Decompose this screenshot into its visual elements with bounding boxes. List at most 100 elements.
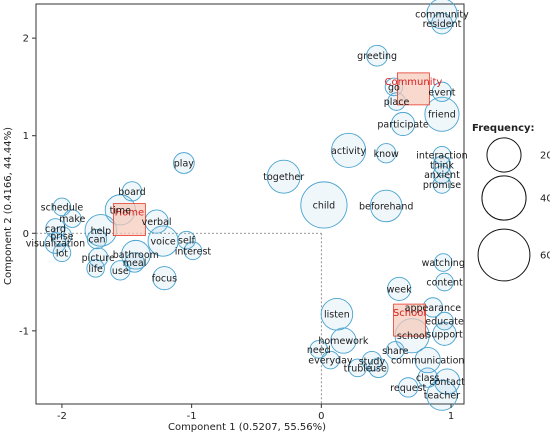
word-label: promise xyxy=(423,180,461,191)
x-tick-label: 1 xyxy=(448,411,454,422)
bubble-card xyxy=(45,218,66,239)
bubble-contact xyxy=(434,368,461,395)
bubble-play xyxy=(173,152,195,174)
bubble-make xyxy=(63,209,82,228)
x-tick-label: -2 xyxy=(57,411,67,422)
bubble-lot xyxy=(52,243,72,263)
word-label: truble xyxy=(344,363,372,374)
bubble-can xyxy=(86,228,108,250)
word-label: anxient xyxy=(424,170,460,181)
bubble-share xyxy=(385,341,405,360)
word-label: together xyxy=(263,172,304,183)
bubble-promise xyxy=(432,175,452,194)
category-box-school xyxy=(393,303,426,337)
bubble-greeting xyxy=(366,44,388,67)
word-label: listen xyxy=(324,310,350,321)
bubble-resident xyxy=(431,12,453,35)
word-label: communication xyxy=(391,356,464,367)
word-label: contact xyxy=(429,377,465,388)
word-label: verbal xyxy=(142,217,172,228)
legend-size-label: 60 xyxy=(540,251,550,262)
plot-frame xyxy=(35,3,465,405)
bubble-friend xyxy=(424,96,460,132)
word-label: educate xyxy=(425,317,464,328)
bubble-schedule xyxy=(52,197,72,217)
bubble-everyday xyxy=(321,350,340,370)
word-label: help xyxy=(91,226,112,237)
bubble-life xyxy=(86,259,105,278)
bubble-watching xyxy=(433,253,453,272)
word-label: life xyxy=(88,264,103,275)
bubble-use xyxy=(110,260,131,281)
word-label: self xyxy=(178,236,195,247)
bubble-communication xyxy=(414,347,441,374)
word-label: need xyxy=(307,345,331,356)
bubble-homework xyxy=(330,327,357,354)
word-label: interaction xyxy=(416,151,467,162)
bubble-use xyxy=(368,357,389,379)
word-label: participate xyxy=(377,120,429,131)
word-label: time xyxy=(110,205,132,216)
word-label: content xyxy=(426,278,463,289)
word-label: school xyxy=(397,331,427,342)
word-label: event xyxy=(428,87,455,98)
word-label: go xyxy=(388,82,400,93)
word-label: homework xyxy=(318,336,368,347)
legend-size-label: 20 xyxy=(540,151,550,162)
legend-size-label: 40 xyxy=(540,194,550,205)
word-label: support xyxy=(426,329,463,340)
word-label: visualization xyxy=(26,239,85,250)
word-label: request xyxy=(390,383,426,394)
bubble-bathroom xyxy=(121,239,151,270)
bubble-focus xyxy=(152,266,177,291)
category-label-community: Community xyxy=(384,77,442,88)
y-axis-ticks: -1 0 1 2 xyxy=(19,34,36,337)
frequency-legend: Frequency: 20 40 60 xyxy=(472,123,550,282)
category-box-community xyxy=(397,72,430,106)
bubble-event xyxy=(431,81,453,102)
bubble-class xyxy=(417,367,438,388)
x-tick-label: 0 xyxy=(318,411,324,422)
word-label: voice xyxy=(151,237,176,248)
legend-circle xyxy=(477,228,531,282)
word-label: card xyxy=(45,224,66,235)
category-box-home xyxy=(112,203,146,237)
y-axis-label: Component 2 (0.4166, 44.44%) xyxy=(3,127,14,285)
bubble-need xyxy=(309,340,329,359)
word-label: know xyxy=(374,149,399,160)
word-label: child xyxy=(313,200,336,211)
legend-title: Frequency: xyxy=(472,123,535,134)
bubble-child xyxy=(300,181,348,229)
y-tick-label: 0 xyxy=(23,229,29,240)
word-label: community xyxy=(415,9,469,20)
category-label-home: Home xyxy=(115,208,145,219)
bubble-picture xyxy=(88,247,109,268)
bubble-content xyxy=(435,272,454,292)
word-label: play xyxy=(174,159,194,170)
bubble-educate xyxy=(435,311,454,331)
word-label: picture xyxy=(82,253,115,264)
word-label: week xyxy=(387,284,412,295)
word-label: teacher xyxy=(424,391,460,402)
word-label: greeting xyxy=(357,51,397,62)
word-label: study xyxy=(359,357,386,368)
word-bubbles xyxy=(44,0,461,411)
bubble-community xyxy=(426,0,458,30)
word-label: appearance xyxy=(405,303,462,314)
y-tick-label: 1 xyxy=(23,131,29,142)
bubble-truble xyxy=(348,358,367,378)
bubble-board xyxy=(121,181,143,202)
word-label: friend xyxy=(428,110,456,121)
word-label: can xyxy=(88,235,105,246)
x-tick-label: -1 xyxy=(187,411,197,422)
word-label: class xyxy=(416,373,440,384)
word-label: interest xyxy=(175,246,212,257)
word-label: think xyxy=(430,160,454,171)
word-label: meal xyxy=(123,258,147,269)
word-label: focus xyxy=(152,274,177,285)
category-markers: Home Community School xyxy=(112,72,442,337)
bubble-activity xyxy=(331,132,367,168)
bubble-participate xyxy=(390,111,416,137)
bubble-think xyxy=(432,155,452,175)
